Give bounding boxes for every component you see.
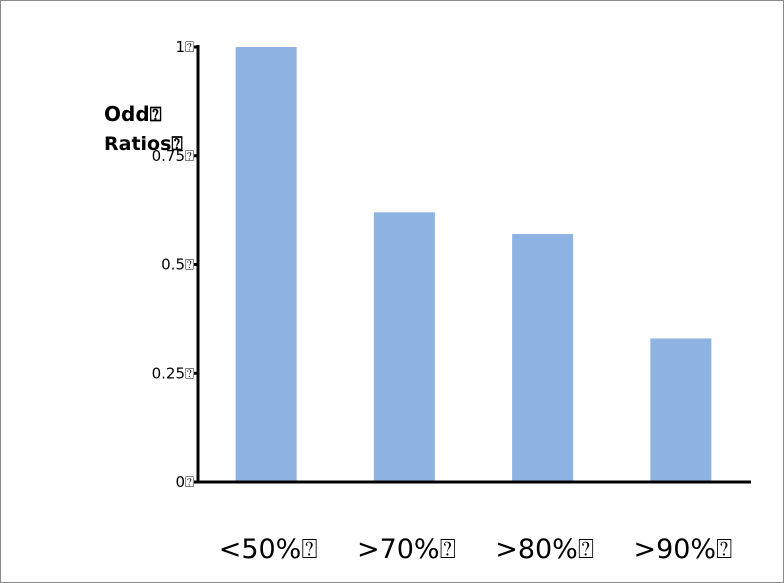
y-tick-label-2: 0.5⍰ bbox=[161, 256, 194, 274]
y-tick-label-1: 0.25⍰ bbox=[152, 364, 194, 382]
x-category-label-1: >70%⍰ bbox=[357, 534, 456, 565]
x-category-label-0: <50%⍰ bbox=[219, 534, 318, 565]
y-axis-label-line-2: Ratios⍰ bbox=[104, 133, 183, 155]
x-category-label-2: >80%⍰ bbox=[495, 534, 594, 565]
y-axis-label-line-1: Odd⍰ bbox=[104, 102, 162, 126]
x-category-label-3: >90%⍰ bbox=[633, 534, 732, 565]
y-tick-label-4: 1⍰ bbox=[175, 38, 194, 56]
y-tick-label-3: 0.75⍰ bbox=[152, 147, 194, 165]
bar-2 bbox=[512, 234, 574, 482]
y-tick-label-0: 0⍰ bbox=[175, 473, 194, 491]
bar-0 bbox=[235, 47, 297, 482]
bar-1 bbox=[373, 212, 435, 483]
bar-3 bbox=[650, 338, 712, 482]
